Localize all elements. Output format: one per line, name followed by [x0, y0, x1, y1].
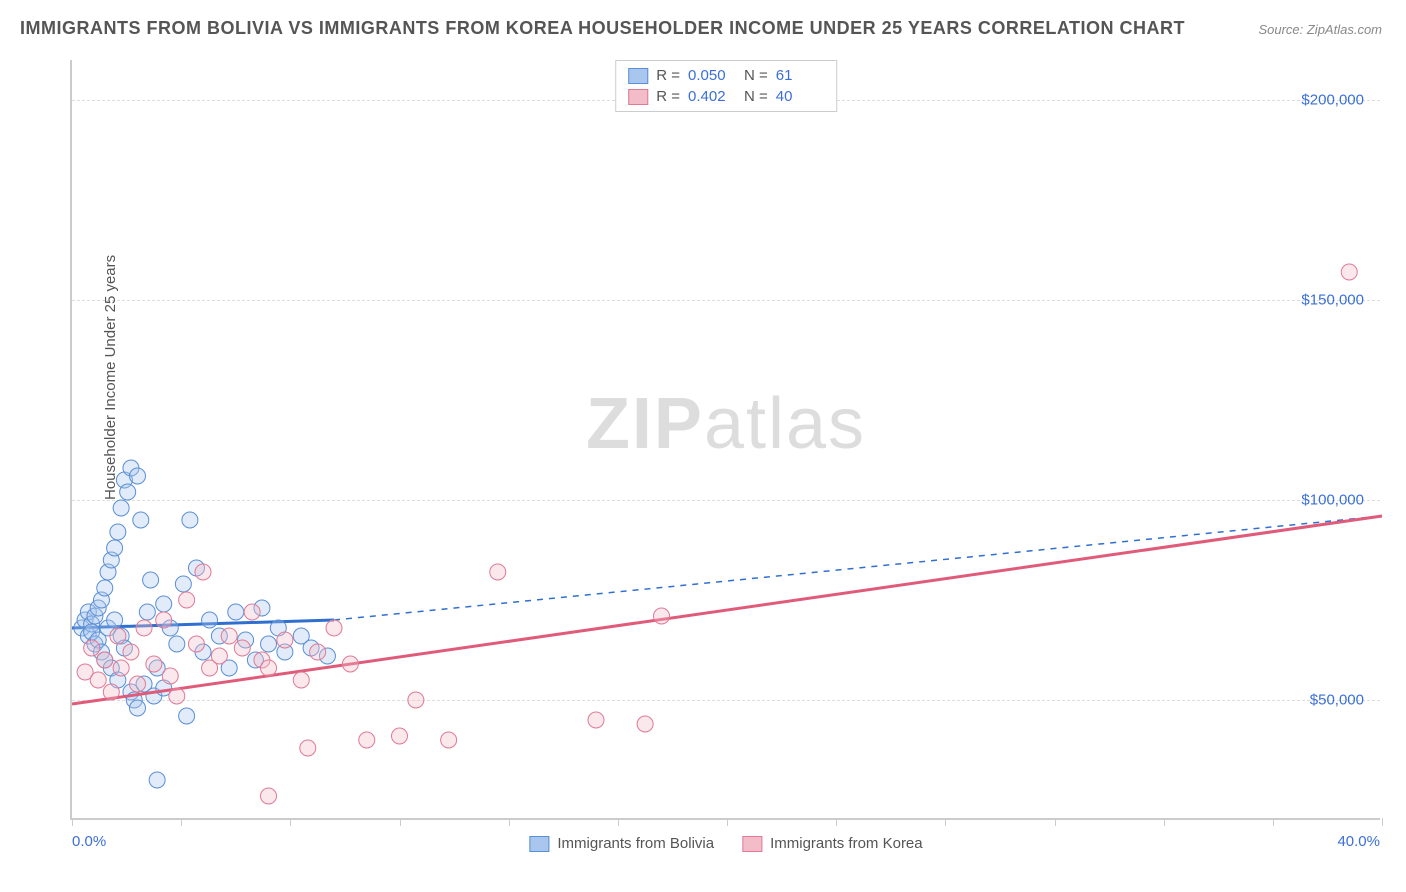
legend-label-bolivia: Immigrants from Bolivia — [557, 835, 714, 852]
source-attribution: Source: ZipAtlas.com — [1258, 22, 1382, 37]
data-point — [169, 688, 185, 704]
data-point — [342, 656, 358, 672]
data-point — [234, 640, 250, 656]
data-point — [179, 708, 195, 724]
data-point — [202, 612, 218, 628]
data-point — [392, 728, 408, 744]
series-legend: Immigrants from Bolivia Immigrants from … — [529, 835, 922, 852]
data-point — [195, 564, 211, 580]
data-point — [130, 468, 146, 484]
data-point — [326, 620, 342, 636]
x-tick — [1382, 818, 1383, 826]
swatch-bolivia — [529, 836, 549, 852]
r-value-bolivia: 0.050 — [688, 67, 736, 84]
data-point — [1341, 264, 1357, 280]
data-point — [146, 656, 162, 672]
x-tick — [72, 818, 73, 826]
data-point — [261, 660, 277, 676]
data-point — [277, 632, 293, 648]
data-point — [110, 628, 126, 644]
data-point — [120, 484, 136, 500]
data-point — [143, 572, 159, 588]
x-tick — [400, 818, 401, 826]
chart-title: IMMIGRANTS FROM BOLIVIA VS IMMIGRANTS FR… — [20, 18, 1185, 39]
r-label: R = — [656, 67, 680, 84]
legend-label-korea: Immigrants from Korea — [770, 835, 923, 852]
data-point — [139, 604, 155, 620]
data-point — [84, 640, 100, 656]
swatch-korea — [628, 89, 648, 105]
n-value-bolivia: 61 — [776, 67, 824, 84]
data-point — [156, 596, 172, 612]
legend-item-bolivia: Immigrants from Bolivia — [529, 835, 714, 852]
data-point — [221, 628, 237, 644]
data-point — [637, 716, 653, 732]
data-point — [130, 676, 146, 692]
data-point — [130, 700, 146, 716]
x-tick — [727, 818, 728, 826]
legend-row-korea: R = 0.402 N = 40 — [628, 86, 824, 107]
data-point — [211, 648, 227, 664]
data-point — [113, 660, 129, 676]
x-tick — [836, 818, 837, 826]
data-point — [113, 500, 129, 516]
data-point — [175, 576, 191, 592]
n-label: N = — [744, 88, 768, 105]
data-point — [654, 608, 670, 624]
x-tick — [1164, 818, 1165, 826]
data-point — [103, 684, 119, 700]
plot-area: ZIPatlas $50,000$100,000$150,000$200,000… — [70, 60, 1380, 820]
data-point — [162, 668, 178, 684]
data-point — [123, 644, 139, 660]
x-axis-min-label: 0.0% — [72, 833, 106, 850]
data-point — [188, 636, 204, 652]
data-point — [149, 772, 165, 788]
n-label: N = — [744, 67, 768, 84]
x-tick — [945, 818, 946, 826]
data-point — [588, 712, 604, 728]
x-tick — [1273, 818, 1274, 826]
data-point — [300, 740, 316, 756]
data-point — [228, 604, 244, 620]
data-point — [310, 644, 326, 660]
data-point — [490, 564, 506, 580]
x-tick — [181, 818, 182, 826]
r-label: R = — [656, 88, 680, 105]
data-point — [182, 512, 198, 528]
data-point — [359, 732, 375, 748]
data-point — [179, 592, 195, 608]
x-tick — [509, 818, 510, 826]
data-point — [441, 732, 457, 748]
data-point — [408, 692, 424, 708]
correlation-legend: R = 0.050 N = 61 R = 0.402 N = 40 — [615, 60, 837, 112]
data-point — [107, 540, 123, 556]
data-point — [133, 512, 149, 528]
swatch-bolivia — [628, 68, 648, 84]
data-point — [293, 672, 309, 688]
data-point — [244, 604, 260, 620]
data-point — [136, 620, 152, 636]
r-value-korea: 0.402 — [688, 88, 736, 105]
x-tick — [1055, 818, 1056, 826]
data-point — [110, 524, 126, 540]
x-tick — [290, 818, 291, 826]
x-tick — [618, 818, 619, 826]
n-value-korea: 40 — [776, 88, 824, 105]
legend-item-korea: Immigrants from Korea — [742, 835, 923, 852]
data-point — [261, 636, 277, 652]
data-point — [97, 652, 113, 668]
swatch-korea — [742, 836, 762, 852]
data-point — [169, 636, 185, 652]
scatter-svg — [72, 60, 1380, 818]
data-point — [97, 580, 113, 596]
data-point — [107, 612, 123, 628]
legend-row-bolivia: R = 0.050 N = 61 — [628, 65, 824, 86]
x-axis-max-label: 40.0% — [1337, 833, 1380, 850]
data-point — [90, 672, 106, 688]
data-point — [261, 788, 277, 804]
data-point — [156, 612, 172, 628]
